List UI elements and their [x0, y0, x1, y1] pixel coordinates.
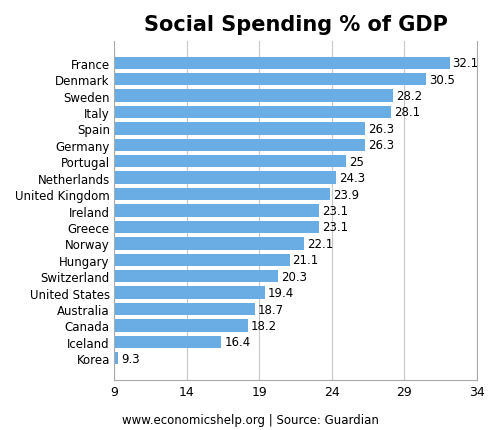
Bar: [114, 319, 248, 332]
Bar: [114, 336, 222, 348]
Text: 16.4: 16.4: [224, 336, 250, 349]
Bar: [114, 287, 265, 299]
Text: 28.2: 28.2: [396, 90, 422, 103]
Bar: [114, 352, 118, 365]
Bar: [114, 254, 290, 266]
Text: 21.1: 21.1: [292, 254, 319, 267]
Bar: [114, 188, 330, 201]
Text: 23.1: 23.1: [322, 221, 348, 234]
Bar: [114, 57, 450, 70]
Bar: [114, 139, 366, 152]
Text: 30.5: 30.5: [429, 74, 455, 86]
Bar: [114, 270, 278, 283]
Text: 28.1: 28.1: [394, 106, 420, 119]
Bar: [114, 90, 393, 102]
Text: 23.1: 23.1: [322, 205, 348, 218]
Text: 22.1: 22.1: [307, 237, 334, 250]
Text: 19.4: 19.4: [268, 286, 294, 299]
Bar: [114, 238, 304, 250]
Bar: [114, 221, 319, 233]
Bar: [114, 107, 392, 119]
Text: 24.3: 24.3: [339, 172, 365, 185]
Bar: [114, 303, 255, 316]
Text: www.economicshelp.org | Source: Guardian: www.economicshelp.org | Source: Guardian: [122, 413, 378, 426]
Bar: [114, 156, 346, 168]
Title: Social Spending % of GDP: Social Spending % of GDP: [144, 15, 448, 35]
Text: 20.3: 20.3: [281, 270, 307, 283]
Text: 26.3: 26.3: [368, 139, 394, 152]
Text: 18.2: 18.2: [250, 319, 276, 332]
Bar: [114, 123, 366, 135]
Text: 23.9: 23.9: [334, 188, 359, 201]
Text: 25: 25: [350, 155, 364, 168]
Text: 32.1: 32.1: [452, 57, 478, 70]
Text: 18.7: 18.7: [258, 303, 284, 316]
Text: 26.3: 26.3: [368, 123, 394, 135]
Text: 9.3: 9.3: [121, 352, 140, 365]
Bar: [114, 74, 426, 86]
Bar: [114, 172, 336, 184]
Bar: [114, 205, 319, 217]
